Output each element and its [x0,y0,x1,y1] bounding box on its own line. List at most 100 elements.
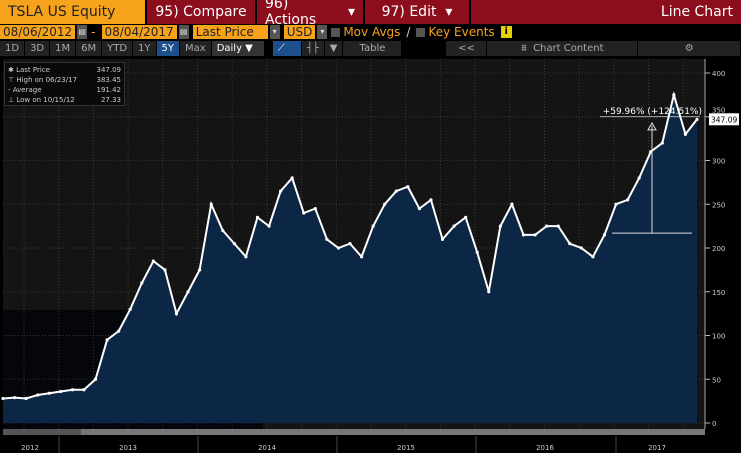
currency-select[interactable]: USD [283,25,316,39]
chart-content-label: Chart Content [533,42,604,54]
period-ytd[interactable]: YTD [102,40,133,56]
period-6m[interactable]: 6M [76,40,102,56]
data-point [533,233,537,237]
data-point [267,224,271,228]
data-point [637,176,641,180]
x-tick-label: 2016 [536,444,554,452]
delta-triangle-icon [647,121,657,131]
data-point [579,246,583,250]
data-point [140,281,144,285]
data-point [1,396,5,401]
period-1d[interactable]: 1D [0,40,25,56]
data-point [255,215,260,219]
data-point [695,117,699,121]
period-3d[interactable]: 3D [25,40,50,56]
last-price-tag [709,113,739,126]
end-date-input[interactable]: 08/04/2017 [101,25,177,39]
scrollbar [3,429,705,435]
x-tick-label: 2014 [258,444,276,452]
data-point [683,132,688,136]
period-max[interactable]: Max [180,40,211,56]
data-point [556,224,560,228]
data-point [302,211,306,215]
data-point [36,393,40,397]
chevron-down-icon[interactable]: ▼ [324,40,343,56]
calendar-icon[interactable]: ▤ [178,25,189,39]
data-point [510,202,514,206]
data-point [521,233,526,237]
data-point [626,198,630,202]
legend-low: ⊥ Low on 10/15/12 27.33 [8,96,121,104]
data-point [440,237,445,241]
collapse-button[interactable]: << [446,40,487,56]
period-5y[interactable]: 5Y [156,40,180,56]
chevron-down-icon[interactable]: ▾ [317,25,328,39]
data-point [614,202,618,206]
data-point [371,224,375,228]
gear-icon[interactable]: ⚙ [638,40,740,56]
legend-high: ⊤ High on 06/23/17 383.45 [8,76,121,84]
data-point [232,242,236,246]
data-point [672,93,676,97]
chart-content-button[interactable]: ⩩ Chart Content [487,40,638,56]
title-bar: TSLA US Equity 95) Compare 96) Actions ▾… [0,0,741,28]
frequency-select[interactable]: Daily ▼ [211,40,264,56]
period-1y[interactable]: 1Y [133,40,156,56]
y-tick-label: 250 [712,201,725,209]
ticker-field[interactable]: TSLA US Equity [0,0,145,24]
bar-chart-icon[interactable]: ┤├ [301,40,324,56]
y-tick-label: 0 [712,420,716,428]
table-button[interactable]: Table [343,40,402,56]
edit-button[interactable]: 97) Edit ▾ [365,0,469,24]
data-point [151,259,155,263]
actions-button[interactable]: 96) Actions ▾ [257,0,363,28]
data-point [198,268,202,272]
price-chart[interactable]: 0 50 100 150 200 250 300 350 400 +59.96% (+124.51… [0,56,741,453]
data-point [394,189,398,193]
y-tick-label: 150 [712,289,725,297]
data-point [417,207,421,211]
last-price-tag-text: 347.09 [711,115,737,124]
data-point [591,255,595,259]
data-point [660,141,664,145]
data-point [406,185,410,189]
calendar-icon[interactable]: ▤ [77,25,88,39]
mov-avgs-checkbox[interactable] [331,27,341,37]
edit-label: 97) Edit [381,4,437,20]
data-point [452,224,456,228]
compare-button[interactable]: 95) Compare [147,0,255,24]
data-point [163,268,167,272]
data-point [128,307,132,311]
y-tick-label: 350 [712,106,725,114]
key-events-label: Key Events [428,25,495,39]
y-tick-label: 50 [712,376,721,384]
field-select[interactable]: Last Price [192,25,268,39]
data-point [117,329,121,333]
pencil-icon[interactable]: / [406,25,411,39]
price-area [3,94,697,423]
data-point [221,228,225,233]
data-point [475,250,479,254]
start-date-input[interactable]: 08/06/2012 [0,25,76,39]
chart-type-label: Line Chart [471,0,741,24]
x-tick-label: 2017 [648,444,666,452]
key-events-checkbox[interactable] [416,27,426,37]
line-chart-icon[interactable]: ⟋ [272,40,301,56]
legend-average: - Average 191.42 [8,86,121,94]
data-point [568,242,572,246]
data-point [545,224,549,228]
data-point [464,215,468,219]
chevron-down-icon[interactable]: ▾ [269,25,280,39]
x-tick-label: 2015 [397,444,415,452]
data-point [359,255,364,259]
period-1m[interactable]: 1M [50,40,76,56]
data-point [336,246,341,250]
data-point [602,233,607,237]
info-icon[interactable]: i [500,26,512,38]
data-point [383,202,387,206]
mov-avgs-label: Mov Avgs [343,25,401,39]
data-point [70,388,74,392]
data-point [279,189,283,193]
data-point [174,312,179,316]
x-tick-label: 2012 [21,444,39,452]
